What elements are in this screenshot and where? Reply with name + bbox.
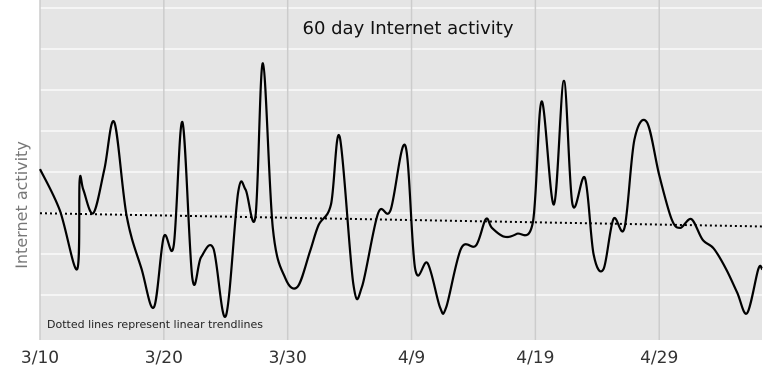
trendline <box>39 212 763 228</box>
x-tick-label: 3/30 <box>269 348 307 368</box>
x-tick-label: 3/20 <box>145 348 183 368</box>
x-tick-label: 4/19 <box>516 348 554 368</box>
trendline-note: Dotted lines represent linear trendlines <box>47 318 263 331</box>
activity-line <box>39 62 764 318</box>
x-tick-label: 4/9 <box>398 348 425 368</box>
series-layer <box>39 62 764 318</box>
x-tick-label: 4/29 <box>640 348 678 368</box>
x-tick-label: 3/10 <box>21 348 59 368</box>
plot-background <box>40 0 762 340</box>
y-axis-title: Internet activity <box>12 141 31 269</box>
x-tick-labels: 3/10 3/20 3/30 4/9 4/19 4/29 <box>21 348 678 368</box>
chart-title: 60 day Internet activity <box>303 18 514 39</box>
